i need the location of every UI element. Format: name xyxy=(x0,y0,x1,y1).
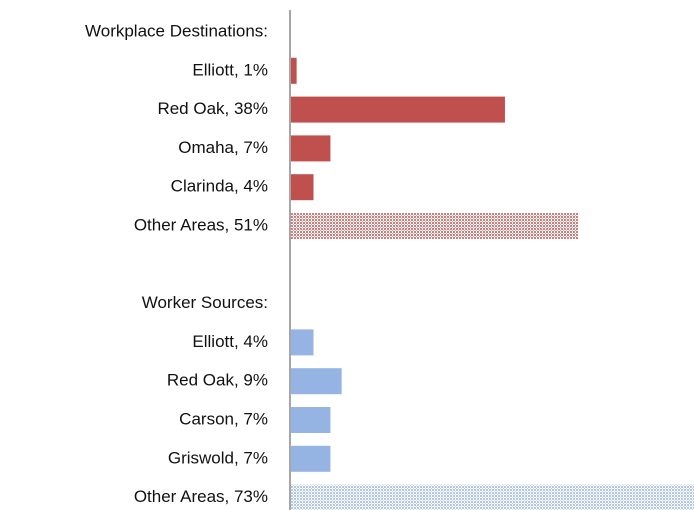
y-tick-label: Other Areas, 51% xyxy=(134,215,268,234)
y-tick-label: Clarinda, 4% xyxy=(171,177,268,196)
bar xyxy=(291,135,331,162)
bar xyxy=(291,96,505,123)
y-tick-label: Griswold, 7% xyxy=(168,448,268,467)
bar xyxy=(291,368,342,395)
bar xyxy=(291,329,314,356)
y-tick-label: Other Areas, 73% xyxy=(134,487,268,506)
bar xyxy=(291,213,579,239)
y-tick-label: Worker Sources: xyxy=(142,293,268,312)
bar xyxy=(291,407,331,433)
y-tick-label: Carson, 7% xyxy=(179,409,268,428)
bar xyxy=(291,174,314,201)
y-tick-label: Omaha, 7% xyxy=(178,138,268,157)
y-tick-label: Red Oak, 38% xyxy=(157,99,268,118)
bar xyxy=(291,484,694,510)
y-tick-label: Elliott, 4% xyxy=(192,332,268,351)
y-tick-label: Red Oak, 9% xyxy=(167,371,268,390)
y-tick-label: Workplace Destinations: xyxy=(85,21,268,40)
bar xyxy=(291,57,297,84)
y-tick-label: Elliott, 1% xyxy=(192,60,268,79)
bar xyxy=(291,445,331,472)
